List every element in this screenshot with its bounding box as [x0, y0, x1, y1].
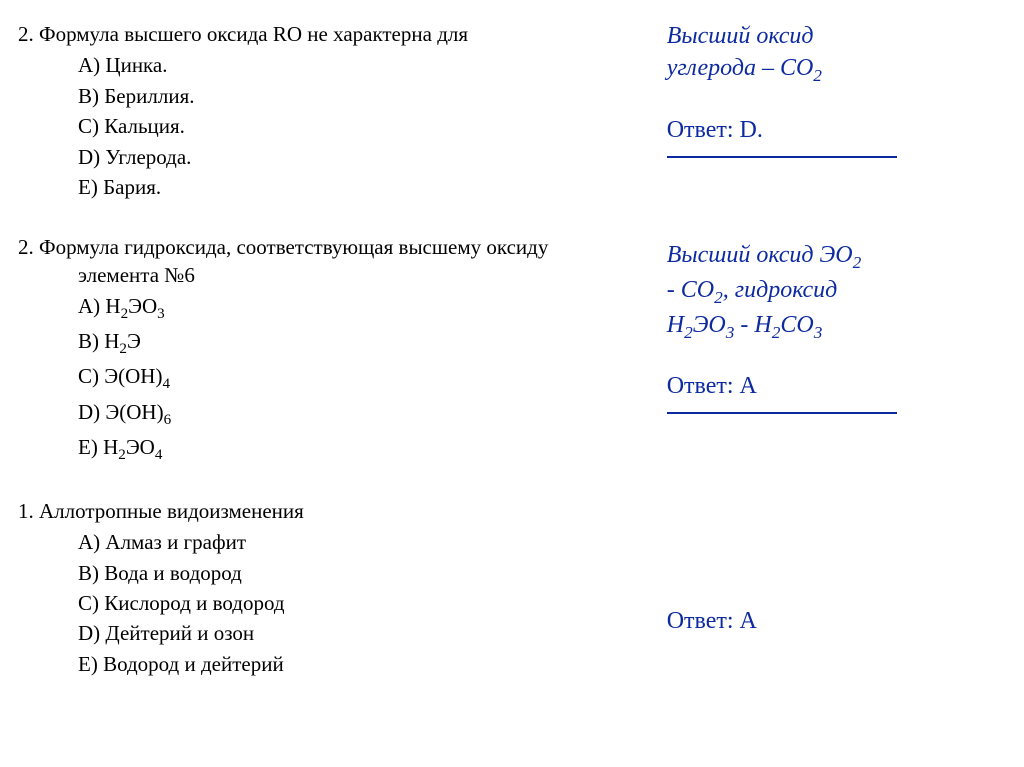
option-2b: B) H2Э [78, 326, 627, 361]
answer-1: Ответ: D. [667, 114, 1006, 146]
question-left-3: 1. Аллотропные видоизменения A) Алмаз и … [18, 497, 627, 680]
note-1-line2a: углерода – CO [667, 55, 814, 81]
question-left-2: 2. Формула гидроксида, соответствующая в… [18, 233, 627, 467]
option-2d: D) Э(OH)6 [78, 397, 627, 432]
q1-number: 2. [18, 22, 39, 46]
q3-text: Аллотропные видоизменения [39, 499, 304, 523]
opt2a-pre: A) H [78, 294, 121, 318]
option-3c: C) Кислород и водород [78, 588, 627, 618]
note-2: Высший оксид ЭО2 - CO2, гидроксид H2ЭО3 … [667, 239, 1006, 344]
question-title-2b: элемента №6 [18, 261, 627, 289]
option-2a: A) H2ЭO3 [78, 291, 627, 326]
note-1-line1: Высший оксид [667, 23, 814, 49]
answer-3-value: A [740, 608, 757, 634]
opt2c-sub: 4 [162, 377, 170, 393]
note-2-l3c: - H [734, 312, 771, 338]
opt2b-pre: B) H [78, 329, 119, 353]
question-block-3: 1. Аллотропные видоизменения A) Алмаз и … [18, 497, 1006, 710]
note-2-l1a: Высший оксид ЭО [667, 242, 853, 268]
opt2b-sub: 2 [119, 342, 127, 358]
question-block-1: 2. Формула высшего оксида RO не характер… [18, 20, 1006, 233]
note-1: Высший оксид углерода – CO2 [667, 20, 1006, 88]
answer-1-label: Ответ: [667, 117, 740, 143]
opt2d-pre: D) Э(OH) [78, 400, 164, 424]
note-2-l2a: - CO [667, 277, 714, 303]
question-left-1: 2. Формула высшего оксида RO не характер… [18, 20, 627, 203]
option-1b: B) Бериллия. [78, 81, 627, 111]
opt2d-sub: 6 [164, 412, 172, 428]
option-3e: E) Водород и дейтерий [78, 649, 627, 679]
note-2-l3a: H [667, 312, 684, 338]
note-2-l3sub1: 2 [684, 323, 693, 342]
option-3d: D) Дейтерий и озон [78, 618, 627, 648]
opt2b-mid: Э [127, 329, 141, 353]
q2-text-a: Формула гидроксида, соответствующая высш… [39, 235, 548, 259]
option-1a: A) Цинка. [78, 50, 627, 80]
note-1-sub: 2 [813, 66, 822, 85]
answer-1-value: D. [740, 117, 763, 143]
answer-3: Ответ: A [667, 605, 1006, 637]
answer-right-1: Высший оксид углерода – CO2 Ответ: D. [667, 20, 1006, 158]
answer-right-2: Высший оксид ЭО2 - CO2, гидроксид H2ЭО3 … [667, 233, 1006, 415]
note-2-l3d: CO [780, 312, 813, 338]
options-list-1: A) Цинка. B) Бериллия. C) Кальция. D) Уг… [18, 50, 627, 202]
option-1d: D) Углерода. [78, 142, 627, 172]
answer-2-label: Ответ: [667, 373, 740, 399]
question-title-3: 1. Аллотропные видоизменения [18, 497, 627, 525]
note-2-l2b: , гидроксид [723, 277, 838, 303]
opt2e-mid: ЭO [126, 435, 155, 459]
opt2a-sub2: 3 [157, 306, 165, 322]
option-3a: A) Алмаз и графит [78, 527, 627, 557]
q2-text-b: элемента №6 [78, 263, 195, 287]
note-2-l2sub: 2 [714, 287, 723, 306]
underline-2 [667, 412, 897, 414]
answer-right-3: Ответ: A [667, 497, 1006, 637]
underline-1 [667, 156, 897, 158]
option-2e: E) H2ЭO4 [78, 432, 627, 467]
opt2e-sub: 2 [118, 447, 126, 463]
note-2-l3sub4: 3 [814, 323, 823, 342]
note-2-l1sub: 2 [853, 252, 862, 271]
question-block-2: 2. Формула гидроксида, соответствующая в… [18, 233, 1006, 497]
q1-text: Формула высшего оксида RO не характерна … [39, 22, 468, 46]
opt2a-mid: ЭO [128, 294, 157, 318]
option-1c: C) Кальция. [78, 111, 627, 141]
opt2e-pre: E) H [78, 435, 118, 459]
question-title-2: 2. Формула гидроксида, соответствующая в… [18, 233, 627, 261]
options-list-2: A) H2ЭO3 B) H2Э C) Э(OH)4 D) Э(OH)6 E) H… [18, 291, 627, 467]
question-title-1: 2. Формула высшего оксида RO не характер… [18, 20, 627, 48]
options-list-3: A) Алмаз и графит B) Вода и водород C) К… [18, 527, 627, 679]
q2-number: 2. [18, 235, 39, 259]
answer-3-label: Ответ: [667, 608, 740, 634]
option-2c: C) Э(OH)4 [78, 361, 627, 396]
opt2a-sub: 2 [121, 306, 129, 322]
note-2-l3b: ЭО [693, 312, 726, 338]
answer-2: Ответ: A [667, 370, 1006, 402]
opt2c-pre: C) Э(OH) [78, 364, 162, 388]
q3-number: 1. [18, 499, 39, 523]
option-1e: E) Бария. [78, 172, 627, 202]
opt2e-sub2: 4 [155, 447, 163, 463]
answer-2-value: A [740, 373, 757, 399]
option-3b: B) Вода и водород [78, 558, 627, 588]
